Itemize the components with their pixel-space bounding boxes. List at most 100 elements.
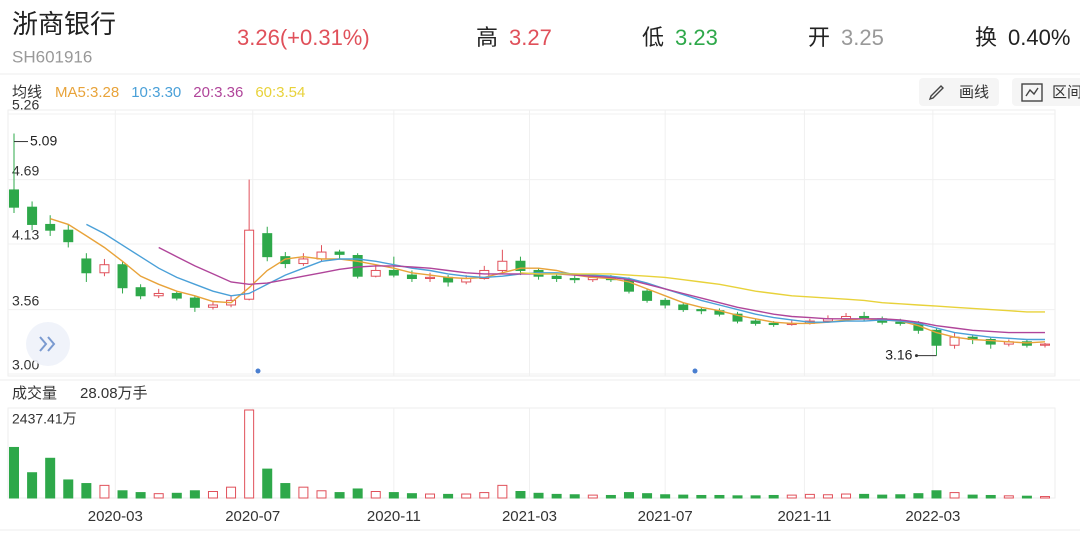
legend-entry: 20:3.36 [193,84,243,101]
legend-entry: 60:3.54 [255,84,305,101]
x-tick-label: 2020-03 [88,508,143,525]
ma-line [520,272,1045,313]
volume-bar [768,494,779,499]
stat-value: 3.27 [509,25,552,50]
volume-bar [479,492,490,499]
volume-bar [804,493,815,499]
volume-bar [967,494,978,499]
range-label: 区间 [1052,84,1080,101]
volume-bar [895,494,906,499]
volume-bar [352,488,363,499]
draw-label: 画线 [959,84,989,101]
volume-bar [226,486,237,499]
volume-bar [207,491,218,499]
x-tick-label: 2020-07 [225,508,280,525]
candle-body [117,264,128,289]
price: 3.26(+0.31%) [237,25,370,50]
stat-value: 3.25 [841,25,884,50]
y-tick-label: 4.69 [12,162,39,178]
stock-code: SH601916 [12,47,92,66]
volume-bar [859,493,870,499]
candle-body [678,304,689,311]
event-dot [255,368,261,374]
stat-value: 0.40% [1008,25,1070,50]
expand-button[interactable] [26,322,70,366]
range-button[interactable]: 区间 [1012,78,1080,106]
volume-bar [931,490,942,499]
volume-tick-label: 2437.41万 [12,411,77,427]
volume-bar [388,492,399,499]
volume-bar [171,492,182,499]
volume-bar [841,493,852,499]
volume-bar [786,494,797,499]
volume-bar [497,484,508,499]
candle-body [135,287,146,297]
volume-bar [696,494,707,499]
price-panel [7,109,1056,377]
candle-body [153,292,164,297]
volume-bar [425,493,436,499]
volume-bar [316,490,327,499]
volume-current: 28.08万手 [80,385,148,402]
volume-bar [81,483,92,499]
volume-bar [298,486,309,499]
volume-bar [822,494,833,499]
volume-bar [334,492,345,499]
min-label: 3.16 [885,346,912,362]
volume-bar [461,493,472,499]
candle-body [244,229,255,300]
candle-body [171,292,182,299]
x-tick-label: 2020-11 [367,508,421,525]
volume-bar [370,491,381,499]
volume-bar [587,494,598,499]
volume-title: 成交量 [12,384,57,402]
candle-body [298,258,309,265]
legend-entry: MA5:3.28 [55,84,119,101]
candle-body [352,255,363,277]
y-tick-label: 3.56 [12,292,39,308]
x-tick-label: 2021-03 [502,508,557,525]
candle-body [406,274,417,280]
volume-bar [63,479,74,499]
candle-body [551,275,562,280]
plot-layer: 3.00 3.56 4.13 4.69 5.26 2020-03 2020-07 2020-1… [8,97,1055,525]
volume-bar [117,490,128,499]
ma-line [49,218,1046,344]
candle-body [985,338,996,345]
volume-bar [153,493,164,499]
candle-body [207,304,218,308]
candle-body [27,206,38,225]
x-tick-label: 2021-07 [638,508,693,525]
candle-body [750,320,761,324]
legend-entry: 10:3.30 [131,84,181,101]
stat-label: 换 [975,25,997,50]
candle-body [497,260,508,271]
candle-body [425,276,436,280]
volume-bar [443,493,454,499]
min-dot [914,354,918,358]
candle-body [280,256,291,265]
candle-body [931,329,942,346]
volume-bar [135,492,146,499]
candle-body [189,297,200,308]
volume-bar [660,494,671,499]
volume-bar [985,494,996,499]
stat-value: 3.23 [675,25,718,50]
volume-bar [605,494,616,499]
volume-bar [515,491,526,499]
volume-bar [1040,496,1050,499]
volume-bar [913,493,924,499]
candle-body [262,233,273,258]
volume-bar [551,493,562,499]
candle-body [515,260,526,271]
volume-bar [99,484,110,499]
draw-button[interactable]: 画线 [919,78,999,106]
x-tick-label: 2021-11 [777,508,831,525]
candle-body [642,290,653,301]
volume-bar [569,494,580,499]
volume-bar [949,492,960,499]
volume-bar [623,492,634,499]
volume-bar [189,490,200,499]
